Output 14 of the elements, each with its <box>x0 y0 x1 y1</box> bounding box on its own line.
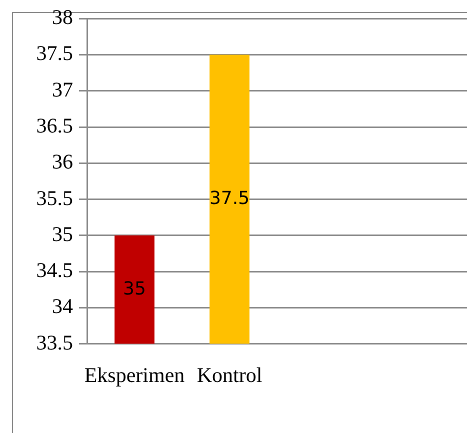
y-tick-label: 35.5 <box>36 186 73 210</box>
y-tick-label: 36.5 <box>36 114 73 138</box>
y-tick-label: 34.5 <box>36 258 73 282</box>
data-label: 35 <box>123 278 146 300</box>
y-tick-label: 37.5 <box>36 41 73 66</box>
y-tick-label: 37 <box>52 77 73 102</box>
y-tick-label: 34 <box>52 294 74 318</box>
data-label: 37.5 <box>209 188 250 209</box>
y-tick-label: 36 <box>52 150 73 174</box>
y-tick-label: 38 <box>52 5 73 30</box>
x-tick-label: Kontrol <box>196 362 262 387</box>
y-tick-label: 33.5 <box>36 330 73 354</box>
x-tick-label: Eksperimen <box>84 362 186 387</box>
y-tick-label: 35 <box>52 222 73 246</box>
